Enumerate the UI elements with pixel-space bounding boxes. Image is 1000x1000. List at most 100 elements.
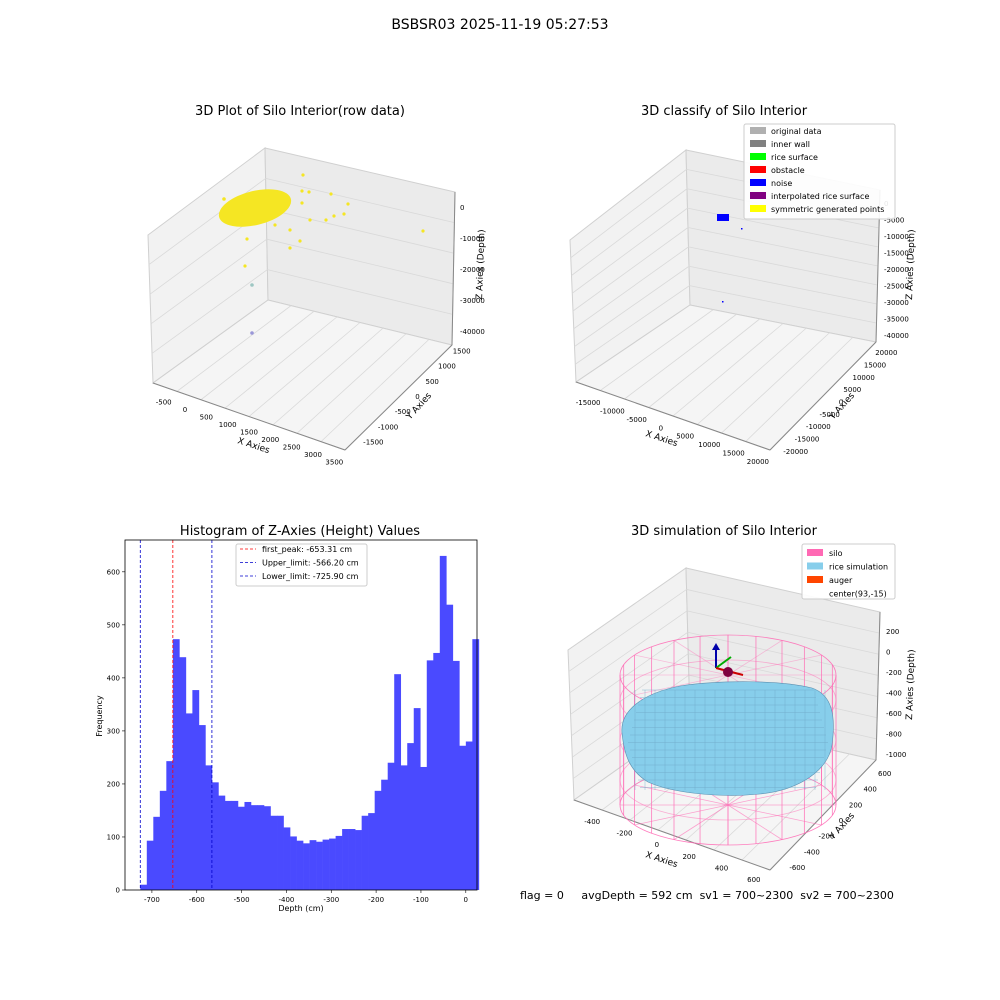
panel1-point bbox=[245, 237, 249, 241]
panel3-axes: -700 -600 -500 -400 -300 -200 -100 0 0 100 200 300… bbox=[95, 539, 480, 913]
histogram-bar bbox=[439, 555, 447, 890]
histogram-bar bbox=[446, 604, 454, 890]
histogram-bar bbox=[465, 741, 473, 890]
histogram-bar bbox=[146, 840, 154, 890]
panel2-legend-swatch bbox=[750, 140, 766, 147]
avg-depth-text: avgDepth = 592 cm bbox=[581, 889, 693, 902]
histogram-bar bbox=[179, 657, 187, 890]
panel2-y-tick: 10000 bbox=[853, 374, 875, 382]
panel4-z-arrow-head bbox=[712, 643, 720, 650]
panel4-y-tick: -400 bbox=[804, 848, 820, 856]
histogram-bar bbox=[335, 835, 343, 890]
panel4-z-tick: 200 bbox=[886, 628, 899, 636]
panel2-x-tick: -5000 bbox=[626, 416, 646, 424]
grid-line bbox=[148, 178, 266, 265]
panel2-legend bbox=[743, 123, 896, 220]
histogram-bar bbox=[172, 639, 180, 890]
panel3-legend-label: first_peak: -653.31 cm bbox=[262, 545, 352, 554]
panel4-z-label: Z Axies (Depth) bbox=[905, 649, 917, 720]
silo-floor-spoke bbox=[727, 804, 822, 826]
panel3-y-tick: 300 bbox=[107, 727, 120, 735]
grid-line bbox=[686, 589, 880, 634]
silo-floor-spoke bbox=[727, 804, 783, 840]
panel2-legend-swatch bbox=[750, 205, 766, 212]
panel1-z-tick: -40000 bbox=[460, 328, 485, 336]
grid-line bbox=[575, 285, 690, 365]
panel4-x-tick: 600 bbox=[747, 876, 760, 884]
panel2-noise-point bbox=[722, 301, 724, 303]
panel4-legend-label: silo bbox=[829, 549, 843, 558]
grid-line bbox=[689, 285, 877, 324]
grid-line bbox=[573, 246, 689, 330]
panel2-x-tick: 0 bbox=[659, 424, 663, 432]
panel1-y-tick: -500 bbox=[395, 408, 411, 416]
panel2-legend-label: symmetric generated points bbox=[771, 205, 884, 214]
panel2-noise-cluster bbox=[717, 214, 729, 221]
histogram-bar bbox=[420, 766, 428, 890]
grid-line bbox=[570, 631, 688, 715]
grid-line bbox=[265, 178, 455, 223]
panel2-z-tick: -10000 bbox=[884, 233, 909, 241]
grid-line bbox=[224, 316, 338, 409]
panel2-y-tick: 15000 bbox=[864, 362, 886, 370]
panel4-z-tick: -800 bbox=[886, 731, 902, 739]
panel1-z-axis-line bbox=[451, 191, 456, 346]
panel2-legend-label: interpolated rice surface bbox=[771, 192, 869, 201]
silo-floor-spoke bbox=[634, 804, 729, 826]
histogram-bar bbox=[257, 805, 265, 890]
histogram-bar bbox=[198, 725, 206, 890]
grid-line bbox=[569, 610, 688, 694]
panel3-y-tick: 200 bbox=[107, 780, 120, 788]
panel1-z-tick: -20000 bbox=[460, 266, 485, 274]
panel1-y-tick: -1500 bbox=[363, 438, 383, 446]
panel1-z-tick: -30000 bbox=[460, 297, 485, 305]
panel1-y-tick: 0 bbox=[415, 393, 419, 401]
panel3-x-tick: -400 bbox=[278, 896, 294, 904]
histogram-bar bbox=[413, 708, 421, 890]
panel1-y-axis-line bbox=[344, 344, 453, 451]
grid-line bbox=[151, 269, 268, 354]
panel2-z-label: Z Axies (Depth) bbox=[905, 229, 917, 300]
panel4-y-tick: 0 bbox=[839, 817, 843, 825]
histogram-bar bbox=[316, 841, 323, 890]
panel2-z-tick: -15000 bbox=[884, 250, 909, 258]
panel4-z-axis-line bbox=[875, 611, 881, 761]
histogram-bar bbox=[329, 838, 336, 890]
panel4-y-tick: 400 bbox=[863, 786, 876, 794]
panel4-legend bbox=[801, 543, 896, 600]
panel2-legend-swatch bbox=[750, 127, 766, 134]
panel4-center-marker bbox=[723, 667, 733, 677]
panel1-x-tick: 500 bbox=[200, 414, 213, 422]
sv2-text: sv2 = 700~2300 bbox=[800, 889, 894, 902]
panel4-legend-label: center(93,-15) bbox=[829, 590, 887, 599]
grid-line bbox=[248, 322, 361, 417]
panel4-legend-swatch bbox=[807, 576, 823, 583]
grid-line bbox=[574, 265, 690, 347]
panel3-title: Histogram of Z-Axies (Height) Values bbox=[179, 524, 421, 539]
panel3-legend bbox=[235, 543, 368, 587]
panel4-legend-swatch bbox=[807, 562, 823, 570]
panel1-x-tick: 1000 bbox=[219, 421, 237, 429]
panel2-legend-label: obstacle bbox=[771, 166, 805, 175]
panel1-point bbox=[346, 202, 350, 206]
panel3-y-label: Frequency bbox=[95, 695, 104, 737]
panel2-x-axis-line bbox=[575, 381, 771, 451]
histogram-bar bbox=[277, 815, 284, 890]
panel1-point bbox=[300, 189, 304, 193]
panel1-y-tick: 1000 bbox=[438, 363, 456, 371]
panel2-y-tick: -5000 bbox=[819, 411, 839, 419]
panel3-x-tick: -300 bbox=[323, 896, 339, 904]
grid-line bbox=[200, 310, 315, 401]
histogram-bar bbox=[400, 765, 408, 890]
histogram-bar bbox=[374, 790, 382, 890]
panel4-legend-swatch bbox=[807, 549, 823, 556]
panel4-legend-label: auger bbox=[829, 576, 853, 585]
panel1-point bbox=[324, 218, 328, 222]
panel2-legend-swatch bbox=[750, 192, 766, 199]
panel1-z-tick: 0 bbox=[460, 204, 464, 212]
panel2-z-tick: -5000 bbox=[884, 217, 904, 225]
sv1-text: sv1 = 700~2300 bbox=[699, 889, 794, 902]
panel4-x-tick: -200 bbox=[617, 830, 633, 838]
